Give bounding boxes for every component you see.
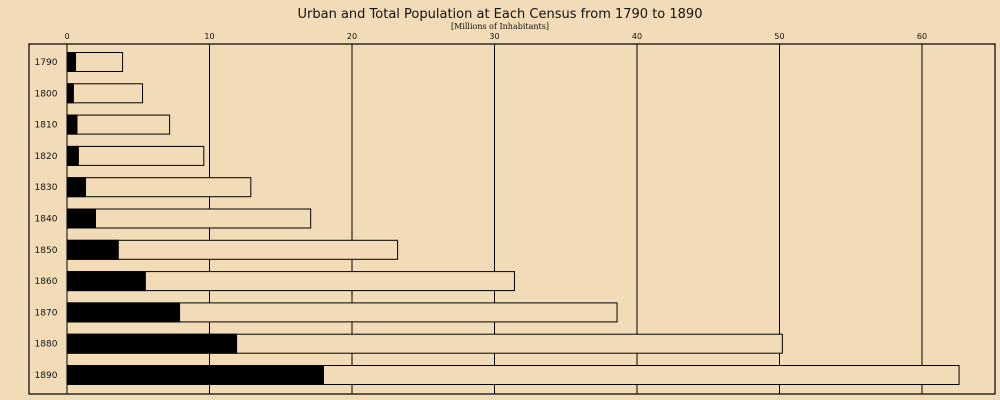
category-label: 1840 — [35, 215, 58, 225]
x-tick-label: 30 — [489, 32, 499, 41]
urban-bar — [66, 208, 96, 229]
chart-title: Urban and Total Population at Each Censu… — [297, 7, 703, 22]
total-bar — [66, 114, 171, 135]
x-tick-label: 40 — [632, 32, 642, 41]
category-label: 1850 — [35, 246, 58, 256]
category-label: 1890 — [35, 371, 58, 381]
x-tick-label: 60 — [917, 32, 927, 41]
urban-bar — [66, 114, 78, 135]
category-label: 1880 — [35, 340, 58, 350]
x-tick-label: 50 — [774, 32, 784, 41]
urban-bar — [66, 302, 181, 323]
urban-bar — [66, 177, 87, 198]
total-bar — [66, 177, 252, 198]
category-label: 1810 — [35, 121, 58, 131]
chart-subtitle: [Millions of Inhabitants] — [451, 22, 549, 31]
urban-bar — [66, 83, 74, 104]
total-bar — [66, 208, 312, 229]
category-label: 1790 — [35, 58, 58, 68]
category-label: 1870 — [35, 308, 58, 318]
x-tick-label: 0 — [64, 32, 69, 41]
category-label: 1800 — [35, 89, 58, 99]
urban-bar — [66, 52, 77, 72]
total-bar — [66, 83, 144, 104]
urban-bar — [66, 271, 146, 292]
category-label: 1830 — [35, 183, 58, 193]
urban-bar — [66, 145, 79, 166]
plot-frame — [28, 43, 996, 395]
urban-bar — [66, 365, 324, 385]
x-tick-label: 10 — [204, 32, 214, 41]
category-label: 1860 — [35, 277, 58, 287]
urban-bar — [66, 333, 238, 354]
total-bar — [66, 145, 205, 166]
x-tick-label: 20 — [347, 32, 357, 41]
urban-bar — [66, 239, 119, 260]
category-label: 1820 — [35, 152, 58, 162]
